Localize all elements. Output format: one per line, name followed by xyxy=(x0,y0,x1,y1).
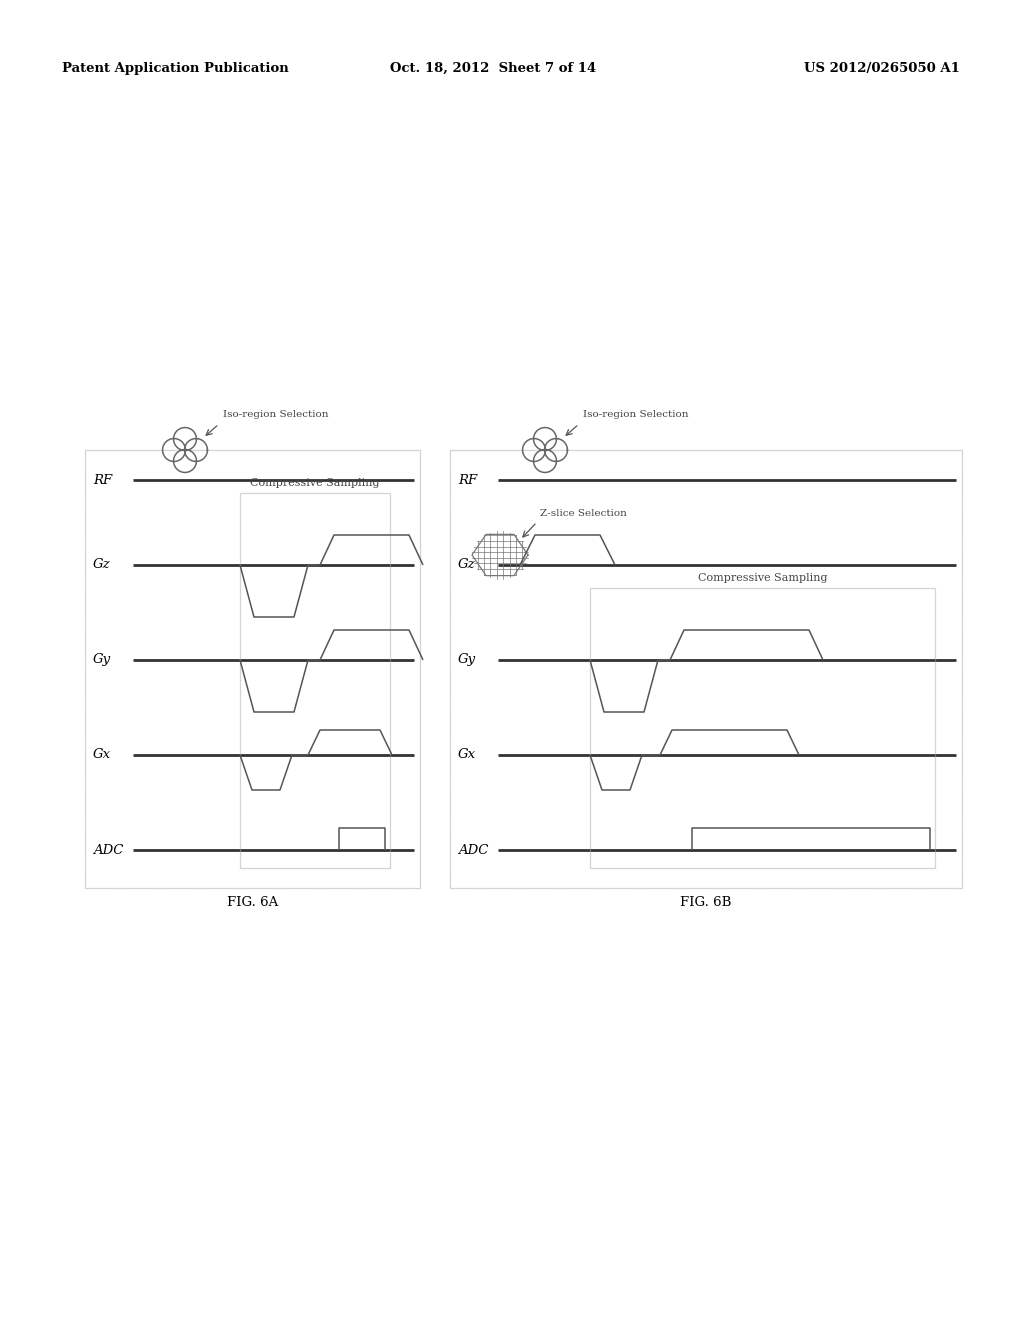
Text: Gx: Gx xyxy=(458,748,476,762)
Text: FIG. 6A: FIG. 6A xyxy=(227,896,279,909)
Text: Gy: Gy xyxy=(458,653,476,667)
Text: Oct. 18, 2012  Sheet 7 of 14: Oct. 18, 2012 Sheet 7 of 14 xyxy=(390,62,596,75)
Text: Compressive Sampling: Compressive Sampling xyxy=(697,573,827,583)
Text: RF: RF xyxy=(458,474,477,487)
Text: RF: RF xyxy=(93,474,113,487)
Text: Gy: Gy xyxy=(93,653,112,667)
Text: ADC: ADC xyxy=(93,843,123,857)
Text: Iso-region Selection: Iso-region Selection xyxy=(223,411,329,418)
Text: US 2012/0265050 A1: US 2012/0265050 A1 xyxy=(804,62,961,75)
Text: Compressive Sampling: Compressive Sampling xyxy=(250,478,380,488)
Text: Iso-region Selection: Iso-region Selection xyxy=(583,411,688,418)
Text: Gz: Gz xyxy=(93,558,111,572)
Text: Gz: Gz xyxy=(458,558,475,572)
Text: Gx: Gx xyxy=(93,748,112,762)
Text: Patent Application Publication: Patent Application Publication xyxy=(62,62,289,75)
Text: ADC: ADC xyxy=(458,843,488,857)
Text: FIG. 6B: FIG. 6B xyxy=(680,896,732,909)
Text: Z-slice Selection: Z-slice Selection xyxy=(540,510,627,517)
